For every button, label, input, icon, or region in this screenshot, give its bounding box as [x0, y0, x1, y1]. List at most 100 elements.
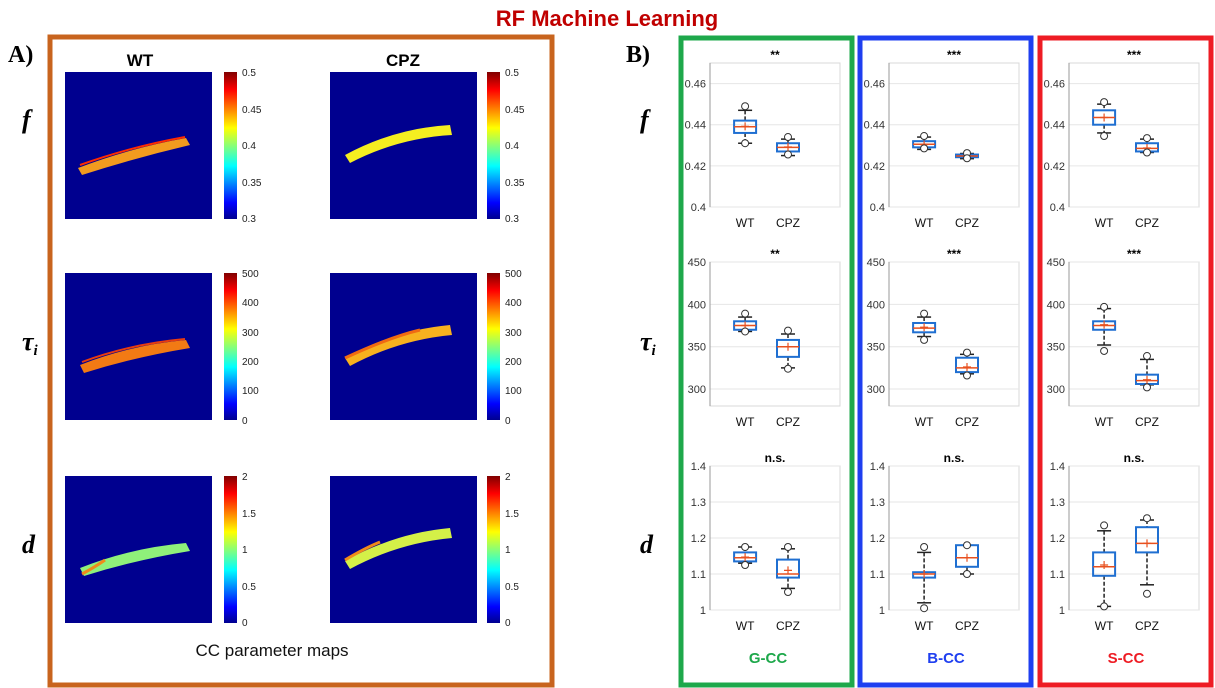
colorbar-cpz-tau	[487, 273, 500, 420]
row-label-d-b: d	[640, 530, 654, 559]
outlier-point	[784, 364, 792, 373]
colorbar-tick: 2	[242, 472, 248, 483]
significance-label: **	[770, 48, 780, 62]
cc-region-cpz-tau	[345, 325, 452, 366]
y-tick-label: 1	[700, 605, 706, 617]
outlier-point	[1100, 302, 1109, 311]
panel-a-caption: CC parameter maps	[195, 641, 348, 660]
map-wt-d	[65, 476, 212, 623]
outlier-point	[784, 588, 792, 596]
y-tick-label: 1.4	[1050, 461, 1065, 473]
significance-label: n.s.	[944, 451, 965, 465]
plot-area	[709, 62, 841, 208]
y-tick-label: 1.1	[1050, 569, 1065, 581]
colorbar-tick: 100	[242, 386, 259, 397]
mean-marker	[963, 553, 971, 562]
cc-region-cpz-f	[345, 125, 452, 163]
outlier-point	[1100, 346, 1109, 355]
y-tick-label: 350	[688, 342, 706, 354]
y-tick-label: 1.3	[1050, 497, 1065, 509]
colorbar-tick: 200	[242, 357, 259, 368]
colorbar-tick: 0.45	[505, 105, 525, 116]
cc-edge-wt-f	[79, 136, 186, 166]
boxplot-b-cc-7: 1 1.1 1.2 1.3 1.4 WT CPZ n.s.	[870, 451, 1020, 633]
colorbar-tick: 300	[505, 328, 522, 339]
svg-text:f: f	[640, 105, 651, 134]
region-frame-g-cc	[678, 35, 855, 688]
colorbar-tick: 0	[242, 618, 248, 629]
plot-area	[1068, 261, 1200, 407]
outlier-point	[920, 309, 929, 318]
boxplot-s-cc-5: 300 350 400 450 WT CPZ ***	[1047, 247, 1200, 429]
colorbar-tick: 0.35	[242, 178, 262, 189]
significance-label: ***	[1127, 247, 1141, 261]
outlier-point	[963, 348, 971, 357]
mean-marker	[1100, 320, 1109, 329]
y-tick-label: 450	[1047, 257, 1065, 269]
x-tick-label: WT	[736, 619, 755, 633]
colorbar-wt-d	[224, 476, 237, 623]
x-tick-label: WT	[915, 415, 934, 429]
outlier-point	[1100, 521, 1109, 530]
mean-marker	[741, 553, 750, 562]
svg-text:d: d	[22, 530, 36, 559]
y-tick-label: 0.44	[864, 120, 885, 132]
cc-edge-wt-tau	[81, 338, 186, 363]
panel-a-frame	[47, 34, 555, 688]
cc-region-cpz-d	[345, 528, 452, 569]
map-cpz-tau	[330, 273, 477, 420]
plot-area	[1068, 62, 1200, 208]
column-header-cpz: CPZ	[386, 51, 420, 70]
significance-label: **	[770, 247, 780, 261]
x-tick-label: CPZ	[776, 415, 800, 429]
y-tick-label: 1	[1059, 605, 1065, 617]
colorbar-tick: 0.5	[242, 68, 256, 79]
boxplot-grid: 0.4 0.42 0.44 0.46 WT CPZ ** 0.4 0.42 0.44 0.46 WT C…	[685, 48, 1200, 633]
outlier-point	[1143, 134, 1151, 143]
x-tick-label: CPZ	[1135, 216, 1159, 230]
x-tick-label: WT	[736, 216, 755, 230]
colorbar-tick: 100	[505, 386, 522, 397]
mean-marker	[741, 122, 750, 131]
figure-title: RF Machine Learning	[496, 6, 718, 31]
significance-label: ***	[1127, 48, 1141, 62]
y-tick-label: 1	[879, 605, 885, 617]
x-tick-label: WT	[915, 619, 934, 633]
colorbar-tick: 0	[505, 416, 511, 427]
row-label-tau-b: τi	[640, 327, 657, 359]
svg-text:τi: τi	[22, 327, 39, 359]
mean-marker	[1143, 375, 1151, 384]
y-tick-label: 0.46	[864, 79, 885, 91]
outlier-point	[920, 604, 929, 613]
y-tick-label: 450	[867, 257, 885, 269]
y-tick-label: 300	[867, 384, 885, 396]
svg-text:τi: τi	[640, 327, 657, 359]
colorbar-tick: 0	[505, 618, 511, 629]
colorbar-tick: 0	[242, 416, 248, 427]
region-frame-s-cc	[1037, 35, 1214, 688]
boxplot-b-cc-1: 0.4 0.42 0.44 0.46 WT CPZ ***	[864, 48, 1020, 230]
row-label-d-a: d	[22, 530, 36, 559]
region-label-s-cc: S-CC	[1108, 650, 1145, 667]
mean-marker	[1100, 113, 1109, 122]
boxplot-s-cc-2: 0.4 0.42 0.44 0.46 WT CPZ ***	[1044, 48, 1200, 230]
outlier-point	[1143, 589, 1151, 598]
y-tick-label: 1.1	[691, 569, 706, 581]
x-tick-label: CPZ	[1135, 619, 1159, 633]
y-tick-label: 0.4	[1050, 202, 1065, 214]
y-tick-label: 0.44	[1044, 120, 1065, 132]
svg-text:d: d	[640, 530, 654, 559]
map-cpz-f	[330, 72, 477, 219]
y-tick-label: 1.3	[870, 497, 885, 509]
outlier-point	[1100, 98, 1109, 107]
outlier-point	[741, 327, 750, 336]
outlier-point	[784, 150, 792, 159]
outlier-point	[920, 144, 929, 153]
significance-label: n.s.	[1124, 451, 1145, 465]
colorbar-tick: 0.4	[242, 141, 256, 152]
region-label-b-cc: B-CC	[927, 650, 965, 667]
x-tick-label: CPZ	[955, 415, 979, 429]
y-tick-label: 0.4	[870, 202, 885, 214]
outlier-point	[920, 132, 929, 141]
significance-label: ***	[947, 247, 961, 261]
